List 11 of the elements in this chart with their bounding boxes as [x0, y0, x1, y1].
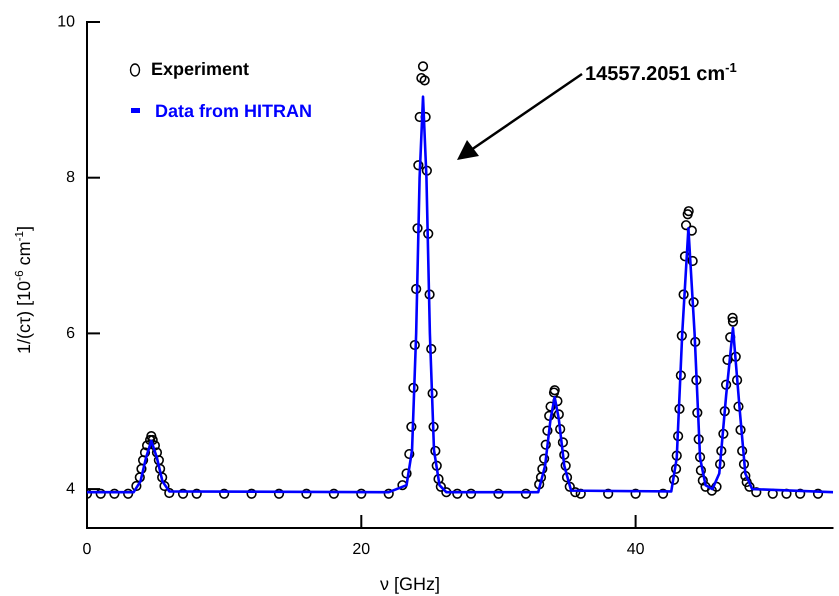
y-tick-label: 4: [66, 480, 76, 498]
x-tick-label: 40: [626, 541, 645, 558]
legend-label: Experiment: [151, 58, 250, 79]
x-tick-label: 20: [352, 541, 370, 558]
y-axis-title: 1/(cτ) [10-6 cm-1]: [12, 226, 34, 354]
y-tick-label: 6: [66, 324, 76, 342]
legend-label: Data from HITRAN: [155, 100, 312, 121]
y-tick-label: 10: [57, 13, 76, 30]
x-tick-label: 0: [82, 541, 92, 558]
y-tick-label: 8: [66, 169, 76, 186]
x-axis-title: ν [GHz]: [380, 574, 440, 594]
